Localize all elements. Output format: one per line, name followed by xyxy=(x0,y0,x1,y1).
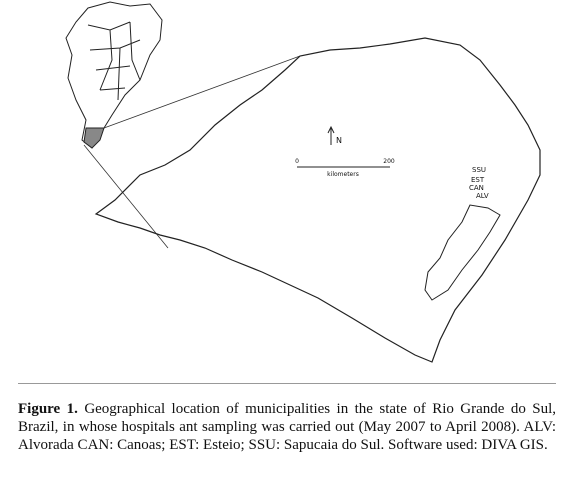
north-arrow: N xyxy=(327,125,342,145)
municipality-label: EST xyxy=(471,176,485,184)
figure-caption: Figure 1. Geographical location of munic… xyxy=(18,400,556,454)
scale-unit: kilometers xyxy=(327,171,359,178)
map-figure: N 0 200 kilometers SSU EST CAN ALV xyxy=(65,1,541,363)
scale-start: 0 xyxy=(295,158,299,165)
inset-lines xyxy=(83,55,301,249)
scale-bar: 0 200 kilometers xyxy=(295,158,395,178)
municipality-label: CAN xyxy=(469,184,484,192)
lagoon xyxy=(424,204,501,301)
municipality-label: SSU xyxy=(472,166,486,174)
caption-label: Figure 1. xyxy=(18,401,78,417)
municipality-label: ALV xyxy=(476,192,489,200)
north-label: N xyxy=(336,136,342,145)
north-arrow-head xyxy=(327,125,335,134)
state-outline xyxy=(94,37,541,363)
separator xyxy=(18,383,556,384)
scale-end: 200 xyxy=(383,158,395,165)
municipality-labels: SSU EST CAN ALV xyxy=(469,166,489,200)
caption-text: Geographical location of municipalities … xyxy=(18,401,557,453)
brazil-inset xyxy=(65,1,163,149)
